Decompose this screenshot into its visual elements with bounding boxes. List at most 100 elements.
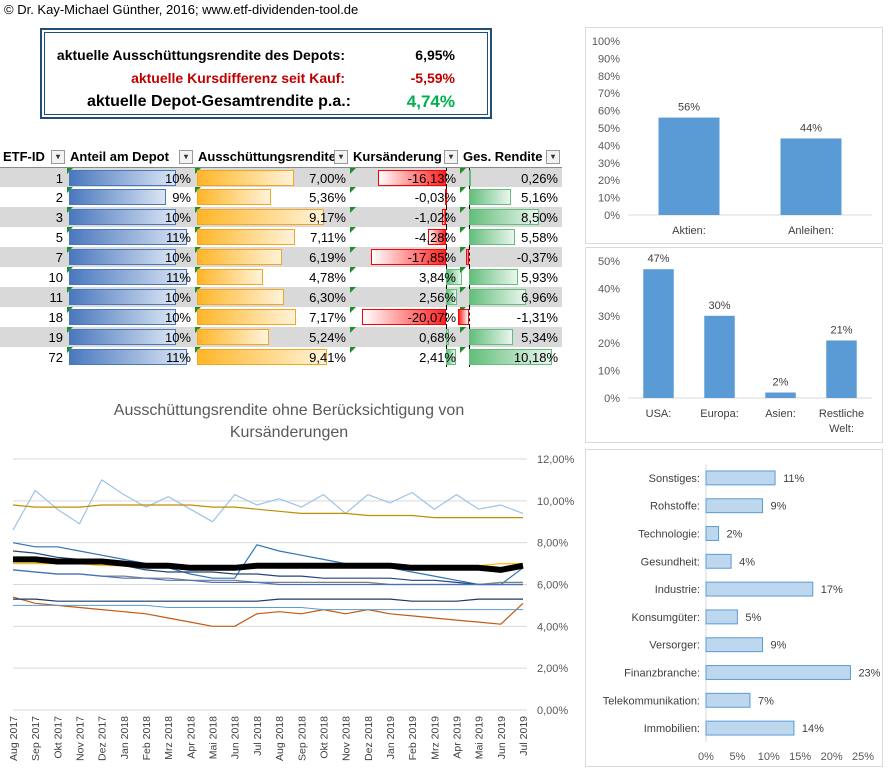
cell-total-return[interactable]: 10,18% — [460, 347, 562, 367]
cell-total-return[interactable]: -0,37% — [460, 247, 562, 267]
header-total-return[interactable]: Ges. Rendite ▾ — [460, 147, 562, 168]
cell-value: 10% — [164, 310, 191, 325]
cell-price-change[interactable]: -17,85% — [350, 247, 460, 267]
cell-dist-yield[interactable]: 9,41% — [195, 347, 350, 367]
header-share[interactable]: Anteil am Depot ▾ — [67, 147, 195, 168]
table-row: 19 10% 5,24% 0,68% 5,34% — [0, 327, 562, 347]
series-line-10 — [13, 556, 524, 573]
cell-dist-yield[interactable]: 5,24% — [195, 327, 350, 347]
cell-value: 5,93% — [521, 270, 558, 285]
filter-active-icon[interactable]: ▾ — [179, 150, 193, 164]
x-tick-label: 0% — [698, 751, 714, 763]
cell-marker-icon — [350, 187, 356, 193]
cell-dist-yield[interactable]: 5,36% — [195, 187, 350, 207]
cell-value: -4,28% — [414, 230, 456, 245]
header-price-change[interactable]: Kursänderung ▾ — [350, 147, 460, 168]
cell-etf-id[interactable]: 3 — [0, 207, 67, 227]
cell-etf-id[interactable]: 72 — [0, 347, 67, 367]
bar-value-label: 11% — [783, 473, 804, 485]
series-line-9 — [13, 604, 523, 611]
x-tick-label: Aug 2017 — [8, 716, 20, 761]
data-bar — [378, 169, 446, 186]
y-tick-label: 2,00% — [537, 663, 568, 675]
cell-etf-id[interactable]: 1 — [0, 167, 67, 187]
data-bar — [197, 249, 282, 265]
cell-dist-yield[interactable]: 6,30% — [195, 287, 350, 307]
cell-etf-id[interactable]: 18 — [0, 307, 67, 327]
cell-price-change[interactable]: -16,13% — [350, 167, 460, 187]
cell-dist-yield[interactable]: 6,19% — [195, 247, 350, 267]
cell-marker-icon — [460, 347, 466, 353]
cell-dist-yield[interactable]: 7,17% — [195, 307, 350, 327]
cell-marker-icon — [460, 327, 466, 333]
cell-total-return[interactable]: 0,26% — [460, 167, 562, 187]
cell-etf-id[interactable]: 2 — [0, 187, 67, 207]
cell-share[interactable]: 10% — [67, 167, 195, 187]
bar-value-label: 47% — [647, 253, 669, 265]
bar — [705, 720, 795, 736]
filter-dropdown-icon[interactable]: ▾ — [444, 150, 458, 164]
data-bar — [446, 349, 456, 365]
cell-total-return[interactable]: 5,16% — [460, 187, 562, 207]
cell-total-return[interactable]: 5,34% — [460, 327, 562, 347]
x-tick-label: Jan 2018 — [119, 716, 131, 759]
cell-value: 5,16% — [521, 190, 558, 205]
cell-price-change[interactable]: -20,07% — [350, 307, 460, 327]
cell-total-return[interactable]: 5,58% — [460, 227, 562, 247]
cell-share[interactable]: 10% — [67, 287, 195, 307]
cell-price-change[interactable]: -0,03% — [350, 187, 460, 207]
cell-share[interactable]: 10% — [67, 307, 195, 327]
header-etf-id[interactable]: ETF-ID ▾ — [0, 147, 67, 168]
y-tick-label: 10% — [598, 193, 620, 205]
cell-price-change[interactable]: 2,41% — [350, 347, 460, 367]
cell-share[interactable]: 11% — [67, 267, 195, 287]
cell-dist-yield[interactable]: 7,00% — [195, 167, 350, 187]
cell-share[interactable]: 10% — [67, 247, 195, 267]
category-label: Immobilien: — [644, 723, 700, 735]
x-tick-label: Feb 2019 — [407, 716, 419, 761]
cell-etf-id[interactable]: 10 — [0, 267, 67, 287]
filter-dropdown-icon[interactable]: ▾ — [334, 150, 348, 164]
chart-title: Ausschüttungsrendite ohne Berücksichtigu… — [114, 402, 464, 441]
cell-etf-id[interactable]: 7 — [0, 247, 67, 267]
bar-axis — [446, 207, 447, 227]
cell-share[interactable]: 10% — [67, 327, 195, 347]
series-line-1 — [12, 504, 523, 519]
bar-value-label: 14% — [802, 723, 824, 735]
cell-share[interactable]: 11% — [67, 227, 195, 247]
cell-value: 5,58% — [521, 230, 558, 245]
cell-price-change[interactable]: -4,28% — [350, 227, 460, 247]
cell-share[interactable]: 11% — [67, 347, 195, 367]
bar — [705, 609, 738, 625]
cell-value: 11% — [165, 230, 191, 245]
cell-etf-id[interactable]: 19 — [0, 327, 67, 347]
cell-value: 18 — [48, 310, 63, 325]
cell-price-change[interactable]: -1,02% — [350, 207, 460, 227]
cell-dist-yield[interactable]: 4,78% — [195, 267, 350, 287]
cell-price-change[interactable]: 0,68% — [350, 327, 460, 347]
bar — [780, 138, 842, 215]
cell-marker-icon — [350, 247, 356, 253]
cell-total-return[interactable]: 8,50% — [460, 207, 562, 227]
cell-value: 10% — [164, 210, 191, 225]
cell-price-change[interactable]: 3,84% — [350, 267, 462, 287]
cell-total-return[interactable]: -1,31% — [458, 307, 562, 327]
cell-etf-id[interactable]: 5 — [0, 227, 67, 247]
header-dist-yield[interactable]: Ausschüttungsrendite ▾ — [195, 147, 350, 168]
filter-dropdown-icon[interactable]: ▾ — [51, 150, 65, 164]
cell-value: 0,68% — [419, 330, 456, 345]
filter-dropdown-icon[interactable]: ▾ — [546, 150, 560, 164]
cell-share[interactable]: 9% — [67, 187, 195, 207]
x-tick-label: 5% — [729, 751, 745, 763]
cell-marker-icon — [460, 187, 466, 193]
cell-price-change[interactable]: 2,56% — [350, 287, 460, 307]
cell-share[interactable]: 10% — [67, 207, 195, 227]
cell-total-return[interactable]: 5,93% — [460, 267, 562, 287]
bar — [705, 581, 814, 597]
data-bar — [197, 189, 271, 205]
x-tick-label: Dez 2017 — [97, 716, 109, 761]
cell-etf-id[interactable]: 11 — [0, 287, 67, 307]
cell-dist-yield[interactable]: 9,17% — [195, 207, 350, 227]
cell-total-return[interactable]: 6,96% — [460, 287, 562, 307]
cell-dist-yield[interactable]: 7,11% — [195, 227, 350, 247]
